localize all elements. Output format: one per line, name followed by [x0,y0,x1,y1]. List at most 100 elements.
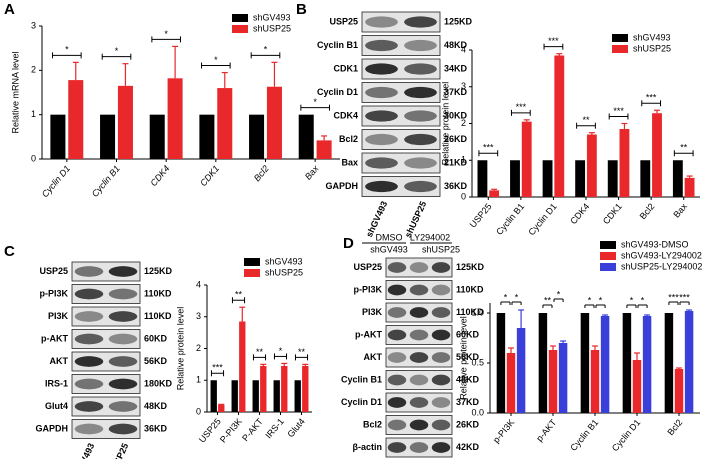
bar [672,160,683,197]
blot-band [387,284,407,296]
error-bar [218,403,225,406]
error-bar [592,345,598,350]
panel-label: D [343,235,354,252]
protein-label: CDK1 [333,63,358,73]
sig-label: * [313,97,317,107]
treatment-label: DMSO [376,232,403,242]
legend-swatch [612,34,628,42]
sig-label: ** [680,143,688,153]
sig-label: * [557,289,561,299]
blot-band [431,397,451,408]
protein-label: IRS-1 [45,378,68,388]
bar [516,328,526,413]
blot-band [74,401,104,412]
bar [50,114,66,159]
error-bar [508,347,514,353]
sig-label: *** [646,93,657,103]
error-bar [321,135,328,141]
blot-band [387,442,407,453]
legend-label: shGV493 [253,12,291,22]
y-tick-label: 0.5 [471,357,484,367]
blot-band [409,442,429,453]
x-tick-label: Cyclin D1 [610,417,642,453]
protein-label: Glut4 [45,401,68,411]
y-tick-label: 2 [196,343,201,353]
sig-label: ** [544,295,552,305]
blot-band [431,374,451,386]
blot-band [108,311,138,322]
error-bar [302,363,309,366]
bar [664,313,674,413]
protein-label: GAPDH [35,423,68,433]
sig-label: ** [582,115,590,125]
size-label: 21KD [444,157,468,167]
y-tick-label: 4 [461,44,466,54]
sig-label: *** [613,106,624,116]
y-tick-label: 2 [461,118,466,128]
legend-label: shGV493 [633,32,671,42]
bar [117,85,133,159]
blot-band [404,39,437,52]
blot-band [365,39,398,52]
blot-band [404,16,437,28]
legend-label: shUSP25 [633,43,671,53]
bar [302,365,309,412]
bar [489,190,500,197]
bar [477,160,488,197]
legend-swatch [244,258,260,266]
blot-band [108,378,138,390]
blot-band [387,307,407,318]
blot-band [108,423,138,435]
size-label: 26KD [444,134,468,144]
protein-label: p-AKT [355,329,382,339]
blot-band [409,397,429,408]
error-bar [560,340,567,343]
bar [199,114,215,159]
panel-label: C [4,243,15,260]
legend-swatch [600,241,616,249]
x-tick-label: CDK1 [198,163,221,188]
size-label: 26KD [456,419,480,429]
sig-label: ** [256,347,264,357]
bar [619,129,630,197]
size-label: 37KD [456,397,480,407]
size-label: 48KD [144,401,168,411]
bar [642,316,652,413]
x-tick-label: Cyclin D1 [526,201,558,237]
lane-label: shGV493 [370,244,408,254]
error-bar [260,363,267,366]
bar [100,114,116,159]
bar [538,313,548,413]
bar [600,316,610,413]
bar [281,365,288,412]
x-tick-label: P-AKT [240,416,265,443]
x-tick-label: CDK4 [148,163,171,188]
protein-label: USP25 [329,16,358,26]
y-tick-label: 3 [196,311,201,321]
blot-band [387,262,407,273]
blot-band [409,352,429,363]
y-tick-label: 0 [31,153,36,163]
x-tick-label: P-PI3K [218,416,244,444]
bar [521,121,532,197]
protein-label: PI3K [48,311,69,321]
blot-band [108,288,138,300]
bar [294,380,301,412]
size-label: 37KD [444,87,468,97]
x-tick-label: Cyclin B1 [568,417,600,453]
x-tick-label: p-AKT [534,417,558,443]
size-label: 110KD [144,288,172,298]
legend-label: shGV493 [265,256,303,266]
blot-band [387,397,407,408]
sig-label: * [164,29,168,39]
protein-label: Cyclin D1 [341,397,382,407]
bar [239,321,246,412]
blot-band [74,288,104,300]
error-bar [281,362,288,366]
blot-band [387,329,407,341]
blot-band [74,333,104,345]
x-tick-label: Bax [671,201,689,220]
bar [607,160,618,197]
size-label: 60KD [144,333,168,343]
legend-swatch [232,14,248,22]
